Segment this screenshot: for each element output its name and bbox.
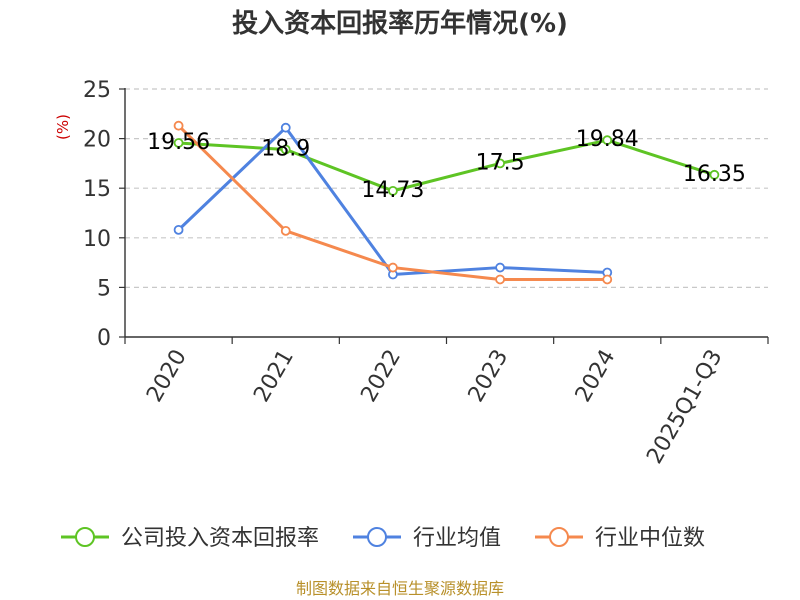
x-tick-label-2023: 2023 (464, 346, 514, 407)
grid-lines (125, 88, 768, 288)
y-tick-label-25: 25 (83, 78, 111, 103)
data-label-5: 16.35 (683, 162, 746, 187)
y-tick-label-10: 10 (83, 227, 111, 252)
axes (119, 88, 769, 344)
x-tick-label-2024: 2024 (571, 346, 621, 407)
series-1 (173, 122, 613, 280)
data-point-0-1 (280, 144, 291, 155)
data-point-2-2 (388, 262, 398, 273)
x-tick-label-2025Q1-Q3: 2025Q1-Q3 (642, 346, 727, 469)
y-tick-label-0: 0 (97, 326, 111, 351)
legend[interactable]: 公司投入资本回报率 行业均值 行业中位数 (61, 526, 705, 551)
x-tick-labels: 2020 2021 2022 2023 2024 2025Q1-Q3 (142, 346, 727, 469)
legend-marker-2 (549, 527, 569, 547)
x-tick-label-2020: 2020 (142, 346, 192, 407)
legend-marker-0 (75, 527, 95, 547)
legend-item-1[interactable]: 行业均值 (353, 526, 501, 551)
data-label-4: 19.84 (576, 127, 639, 152)
data-label-1: 18.9 (261, 137, 310, 162)
data-label-3: 17.5 (476, 150, 525, 175)
data-label-0: 19.56 (147, 130, 210, 155)
legend-label-1: 行业均值 (413, 526, 501, 551)
data-point-2-4 (602, 274, 613, 285)
legend-marker-1 (367, 527, 387, 547)
series-0 (173, 135, 720, 196)
x-tick-label-2022: 2022 (356, 346, 406, 407)
data-label-2: 14.73 (361, 178, 424, 203)
y-tick-label-15: 15 (83, 177, 111, 202)
data-point-2-1 (280, 225, 291, 236)
chart-title: 投入资本回报率历年情况(%) (232, 8, 568, 39)
legend-label-2: 行业中位数 (595, 526, 705, 551)
data-point-2-3 (495, 274, 505, 285)
legend-item-2[interactable]: 行业中位数 (535, 526, 705, 551)
y-tick-labels: 0 5 10 15 20 25 (83, 78, 111, 351)
legend-item-0[interactable]: 公司投入资本回报率 (61, 526, 319, 551)
data-point-1-0 (173, 224, 184, 235)
series-group (173, 120, 720, 285)
data-point-0-0 (173, 138, 184, 148)
y-axis-label: (%) (54, 114, 72, 140)
data-point-2-0 (173, 120, 184, 131)
data-point-1-1 (280, 122, 291, 133)
y-tick-label-5: 5 (97, 276, 111, 301)
y-tick-label-20: 20 (83, 128, 111, 153)
data-point-1-3 (495, 262, 505, 273)
data-point-0-5 (709, 169, 720, 180)
data-point-0-2 (388, 185, 398, 196)
legend-label-0: 公司投入资本回报率 (121, 526, 319, 551)
source-note: 制图数据来自恒生聚源数据库 (296, 579, 504, 598)
data-point-0-3 (495, 158, 505, 169)
series-line-0 (178, 138, 715, 193)
data-point-0-4 (602, 135, 613, 146)
series-2 (173, 120, 613, 285)
x-tick-label-2021: 2021 (249, 346, 299, 407)
data-labels: 19.56 18.9 14.73 17.5 19.84 16.35 (147, 127, 746, 203)
